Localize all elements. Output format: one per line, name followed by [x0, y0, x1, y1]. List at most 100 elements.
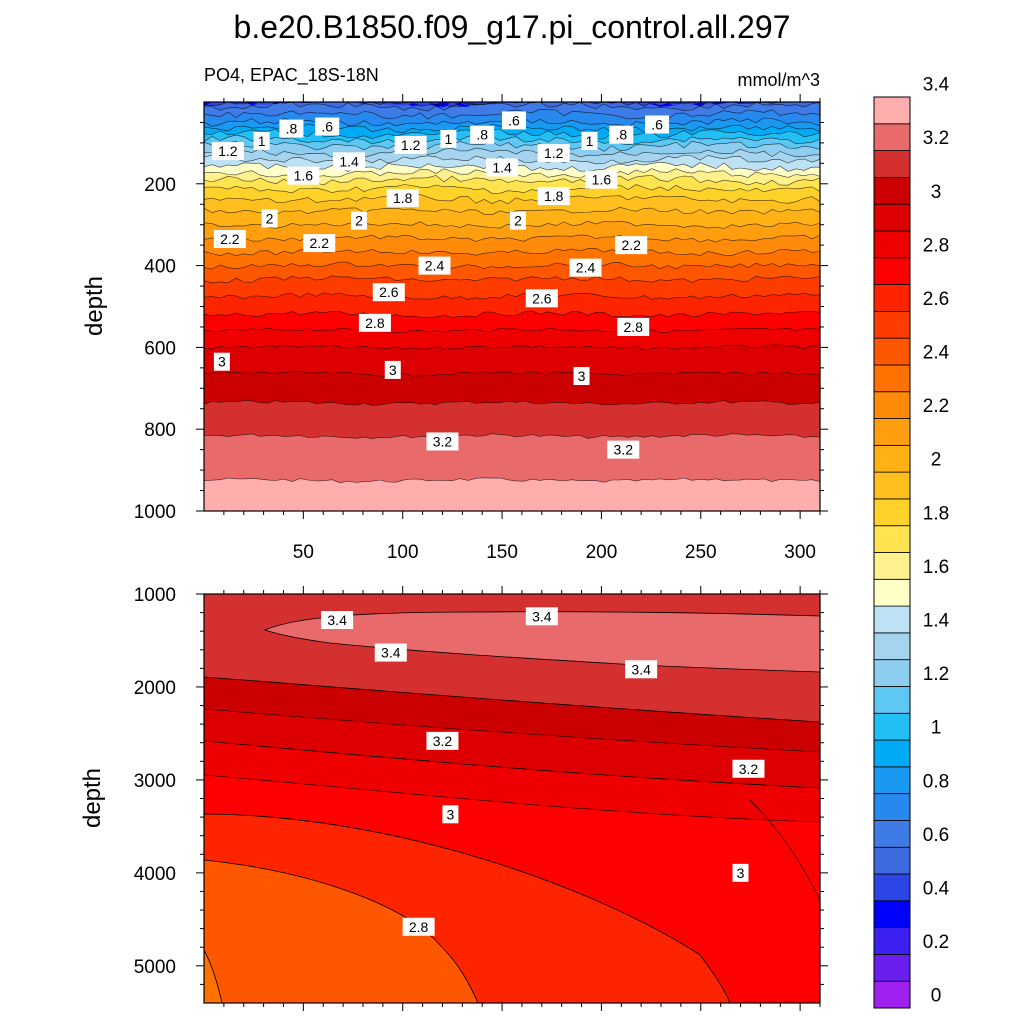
contour-label: 1.6	[287, 166, 320, 185]
contour-label-text: 2.6	[379, 284, 399, 300]
upper-contour-line	[204, 344, 820, 351]
upper-contour-line	[204, 433, 820, 439]
colorbar-tick-label: 1.4	[923, 610, 950, 631]
lower-x-ticks	[223, 586, 821, 1011]
upper-contour-line	[204, 533, 820, 538]
contour-label-text: 3.4	[631, 661, 651, 677]
contour-label: 1.4	[333, 152, 366, 171]
contour-label-text: .8	[286, 121, 298, 137]
colorbar: 0 0.2 0.4 0.6 0.8 1 1.2 1.4 1.6 1.8 2 2.2 2.4 2.6 2.8 3…	[873, 75, 950, 1009]
upper-y-tick-label: 400	[144, 257, 176, 278]
band-3.4-3.6	[263, 611, 820, 673]
upper-contour-line	[204, 128, 820, 140]
colorbar-swatch	[873, 364, 911, 393]
colorbar-swatch	[873, 766, 911, 795]
contour-label: 2.2	[303, 234, 336, 253]
colorbar-swatch	[873, 873, 911, 902]
colorbar-tick-label: 2.8	[923, 235, 949, 256]
contour-label: 2	[261, 209, 278, 228]
contour-label: 2.8	[402, 917, 435, 936]
colorbar-tick-label: 3.2	[923, 128, 949, 149]
colorbar-swatch	[873, 203, 911, 232]
colorbar-tick-label: 0.6	[923, 825, 949, 846]
contour-label-text: 1.8	[393, 190, 413, 206]
upper-contour-line	[204, 275, 820, 284]
colorbar-swatch	[873, 150, 911, 178]
contour-label-text: 1.4	[339, 153, 359, 169]
colorbar-swatch	[873, 605, 911, 634]
upper-x-tick-label: 200	[586, 542, 618, 563]
contour-label: .6	[645, 115, 670, 134]
contour-label-text: 2.8	[623, 319, 643, 335]
contour-label: 1.8	[537, 187, 570, 206]
colorbar-swatch	[873, 659, 911, 687]
upper-x-tick-label: 250	[685, 542, 717, 563]
contour-label-text: 3.2	[433, 433, 453, 449]
contour-label-text: 3.4	[381, 645, 401, 661]
contour-label-text: .6	[651, 116, 663, 132]
colorbar-tick-label: 1.8	[923, 503, 949, 524]
colorbar-tick-label: 3	[931, 182, 942, 203]
upper-contour-line	[204, 140, 820, 152]
colorbar-swatch	[873, 123, 911, 151]
contour-label-text: 1.8	[544, 188, 564, 204]
contour-label-text: 2	[514, 213, 522, 229]
contour-label: 1.4	[486, 158, 519, 177]
band-2.6	[204, 949, 223, 1003]
contour-label: 3	[384, 360, 401, 379]
colorbar-frame	[873, 96, 911, 1009]
contour-label: .8	[470, 125, 495, 144]
upper-x-tick-label: 100	[387, 542, 419, 563]
contour-label: 1.6	[585, 170, 618, 189]
upper-contour-line	[204, 400, 820, 406]
contour-label-text: 3	[389, 362, 397, 378]
upper-x-ticks: 50 100 150 200 250 300	[223, 94, 821, 563]
upper-x-tick-label: 300	[784, 542, 816, 563]
colorbar-swatch	[873, 176, 911, 205]
colorbar-tick-label: 0.4	[923, 878, 950, 899]
upper-y-ticks: 200 400 600 800 1000	[134, 121, 828, 523]
contour-label-text: .6	[321, 119, 333, 135]
contour-label-text: .8	[615, 127, 627, 143]
contour-label-text: 2.4	[576, 260, 596, 276]
units-label: mmol/m^3	[738, 70, 820, 90]
contour-label: 3.4	[625, 660, 658, 679]
contour-label-text: .8	[476, 127, 488, 143]
contour-label: 2.4	[418, 256, 451, 275]
contour-label-text: 2.2	[310, 235, 330, 251]
contour-label: 3	[213, 352, 230, 371]
contour-label: 1	[581, 131, 598, 150]
contour-label-text: 2	[266, 211, 274, 227]
upper-contour-line	[204, 108, 820, 120]
colorbar-swatch	[873, 632, 911, 661]
contour-label: 2.2	[615, 236, 648, 255]
upper-x-tick-label: 50	[293, 542, 314, 563]
contour-label-text: 3.2	[433, 733, 453, 749]
upper-panel: 1.21.8.61.2 1.8.61.41.61.41.21.8.61.61.8 1…	[81, 94, 828, 563]
contour-label: .6	[315, 117, 340, 136]
colorbar-swatch	[873, 444, 911, 473]
colorbar-tick-label: 2.6	[923, 289, 949, 310]
contour-label: .6	[501, 111, 526, 130]
contour-label: 3.2	[607, 440, 640, 459]
contour-label: 2.4	[569, 258, 602, 277]
upper-contour-line	[204, 193, 820, 205]
colorbar-tick-label: 2.2	[923, 396, 949, 417]
lower-y-tick-label: 2000	[134, 678, 176, 699]
colorbar-swatch	[873, 525, 911, 553]
contour-label: 2	[509, 211, 526, 230]
contour-label-text: 2	[355, 213, 363, 229]
contour-label-text: 2.4	[425, 258, 445, 274]
contour-label: 2.6	[372, 283, 405, 302]
contour-label: 3	[442, 805, 459, 824]
upper-y-tick-label: 800	[144, 420, 176, 441]
contour-label: 1.2	[394, 135, 427, 154]
upper-contour-band	[204, 102, 820, 107]
contour-label: 2	[350, 211, 367, 230]
contour-label-text: 1.2	[544, 145, 564, 161]
contour-label-text: 1.2	[401, 137, 421, 153]
colorbar-swatch	[873, 391, 911, 419]
colorbar-swatch	[873, 552, 911, 580]
lower-y-tick-label: 5000	[134, 957, 176, 978]
contour-label-text: 1.2	[218, 143, 238, 159]
